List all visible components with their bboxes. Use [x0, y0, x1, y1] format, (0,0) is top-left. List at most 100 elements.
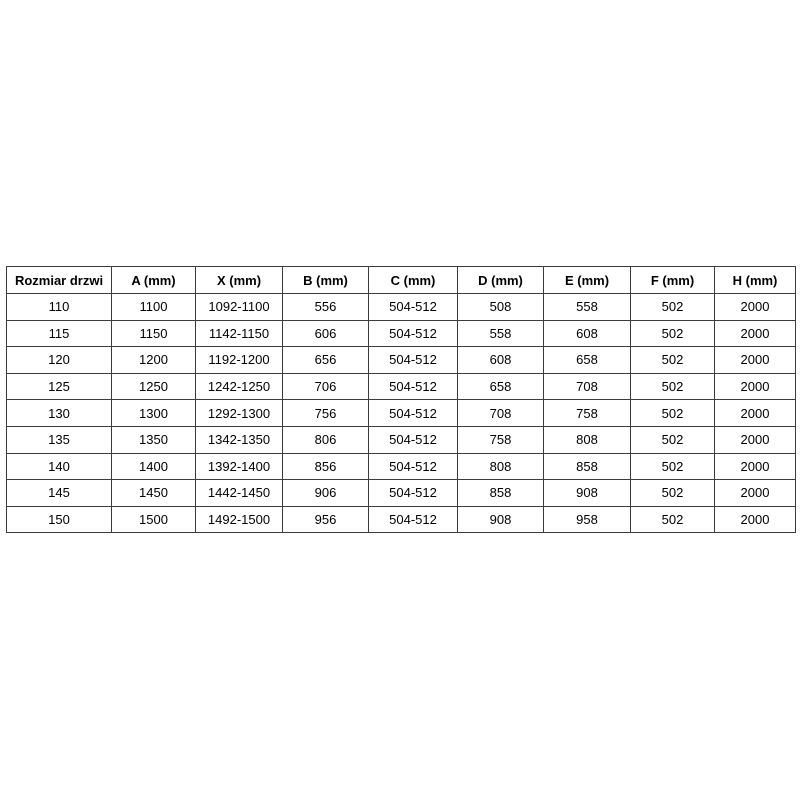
table-cell: 706	[282, 372, 369, 401]
column-header-f-mm: F (mm)	[630, 266, 715, 294]
table-cell: 504-512	[368, 399, 458, 427]
table-cell: 502	[630, 293, 715, 321]
table-cell: 150	[6, 505, 112, 534]
table-cell: 1300	[111, 399, 196, 427]
table-cell: 1242-1250	[195, 372, 283, 401]
table-row: 120 1200 1192-1200 656 504-512 608 658 502 2000	[6, 346, 796, 374]
table-cell: 656	[282, 346, 369, 374]
table-cell: 806	[282, 425, 369, 454]
table-cell: 504-512	[368, 505, 458, 534]
table-cell: 606	[282, 319, 369, 348]
column-header-b-mm: B (mm)	[282, 266, 369, 294]
column-header-d-mm: D (mm)	[457, 266, 544, 294]
table-cell: 125	[6, 372, 112, 401]
table-cell: 2000	[714, 319, 796, 348]
table-cell: 608	[543, 319, 631, 348]
column-header-rozmiar-drzwi: Rozmiar drzwi	[6, 266, 112, 294]
table-row: 125 1250 1242-1250 706 504-512 658 708 502 2000	[6, 372, 796, 401]
table-cell: 658	[457, 372, 544, 401]
table-cell: 502	[630, 479, 715, 507]
table-cell: 2000	[714, 293, 796, 321]
column-header-x-mm: X (mm)	[195, 266, 283, 294]
table-cell: 140	[6, 452, 112, 481]
table-cell: 758	[457, 425, 544, 454]
table-cell: 504-512	[368, 346, 458, 374]
table-cell: 110	[6, 293, 112, 321]
table-row: 150 1500 1492-1500 956 504-512 908 958 502 2000	[6, 505, 796, 534]
column-header-e-mm: E (mm)	[543, 266, 631, 294]
table-cell: 1092-1100	[195, 293, 283, 321]
table-cell: 2000	[714, 372, 796, 401]
table-cell: 908	[543, 479, 631, 507]
table-header-row: Rozmiar drzwi A (mm) X (mm) B (mm) C (mm) D (…	[6, 266, 796, 294]
table-cell: 2000	[714, 479, 796, 507]
door-size-spec-table: Rozmiar drzwi A (mm) X (mm) B (mm) C (mm) D (…	[6, 266, 796, 534]
table-row: 110 1100 1092-1100 556 504-512 508 558 502 2000	[6, 293, 796, 321]
table-cell: 908	[457, 505, 544, 534]
table-cell: 502	[630, 505, 715, 534]
table-cell: 502	[630, 346, 715, 374]
table-cell: 1342-1350	[195, 425, 283, 454]
table-cell: 130	[6, 399, 112, 427]
table-row: 115 1150 1142-1150 606 504-512 558 608 502 2000	[6, 319, 796, 348]
table-cell: 758	[543, 399, 631, 427]
table-cell: 708	[457, 399, 544, 427]
table-cell: 1192-1200	[195, 346, 283, 374]
table-cell: 2000	[714, 399, 796, 427]
table-cell: 556	[282, 293, 369, 321]
table-cell: 658	[543, 346, 631, 374]
table-row: 130 1300 1292-1300 756 504-512 708 758 502 2000	[6, 399, 796, 427]
table-cell: 1200	[111, 346, 196, 374]
table-cell: 2000	[714, 505, 796, 534]
column-header-a-mm: A (mm)	[111, 266, 196, 294]
table-cell: 1100	[111, 293, 196, 321]
table-cell: 1292-1300	[195, 399, 283, 427]
table-cell: 120	[6, 346, 112, 374]
table-cell: 502	[630, 372, 715, 401]
table-cell: 1392-1400	[195, 452, 283, 481]
table-cell: 808	[543, 425, 631, 454]
table-cell: 558	[457, 319, 544, 348]
table-cell: 956	[282, 505, 369, 534]
table-cell: 504-512	[368, 452, 458, 481]
table-cell: 708	[543, 372, 631, 401]
table-cell: 1492-1500	[195, 505, 283, 534]
table-cell: 135	[6, 425, 112, 454]
table-cell: 958	[543, 505, 631, 534]
table-cell: 906	[282, 479, 369, 507]
table-body: 110 1100 1092-1100 556 504-512 508 558 502 2000 1…	[6, 293, 796, 534]
table-cell: 1250	[111, 372, 196, 401]
table-cell: 808	[457, 452, 544, 481]
table-cell: 858	[457, 479, 544, 507]
table-cell: 856	[282, 452, 369, 481]
table-row: 145 1450 1442-1450 906 504-512 858 908 502 2000	[6, 479, 796, 507]
table-cell: 502	[630, 425, 715, 454]
column-header-h-mm: H (mm)	[714, 266, 796, 294]
table-cell: 1142-1150	[195, 319, 283, 348]
table-cell: 504-512	[368, 425, 458, 454]
table-cell: 2000	[714, 425, 796, 454]
table-cell: 2000	[714, 346, 796, 374]
table-cell: 756	[282, 399, 369, 427]
table-cell: 504-512	[368, 479, 458, 507]
table-cell: 504-512	[368, 293, 458, 321]
table-cell: 858	[543, 452, 631, 481]
table-cell: 1350	[111, 425, 196, 454]
column-header-c-mm: C (mm)	[368, 266, 458, 294]
table-cell: 508	[457, 293, 544, 321]
table-cell: 502	[630, 319, 715, 348]
table-cell: 145	[6, 479, 112, 507]
table-cell: 1150	[111, 319, 196, 348]
table-row: 135 1350 1342-1350 806 504-512 758 808 502 2000	[6, 425, 796, 454]
table-cell: 502	[630, 399, 715, 427]
table-cell: 1400	[111, 452, 196, 481]
table-cell: 504-512	[368, 372, 458, 401]
table-cell: 1450	[111, 479, 196, 507]
table-cell: 504-512	[368, 319, 458, 348]
table-cell: 1442-1450	[195, 479, 283, 507]
table-cell: 502	[630, 452, 715, 481]
table-cell: 1500	[111, 505, 196, 534]
table-cell: 2000	[714, 452, 796, 481]
table-row: 140 1400 1392-1400 856 504-512 808 858 502 2000	[6, 452, 796, 481]
